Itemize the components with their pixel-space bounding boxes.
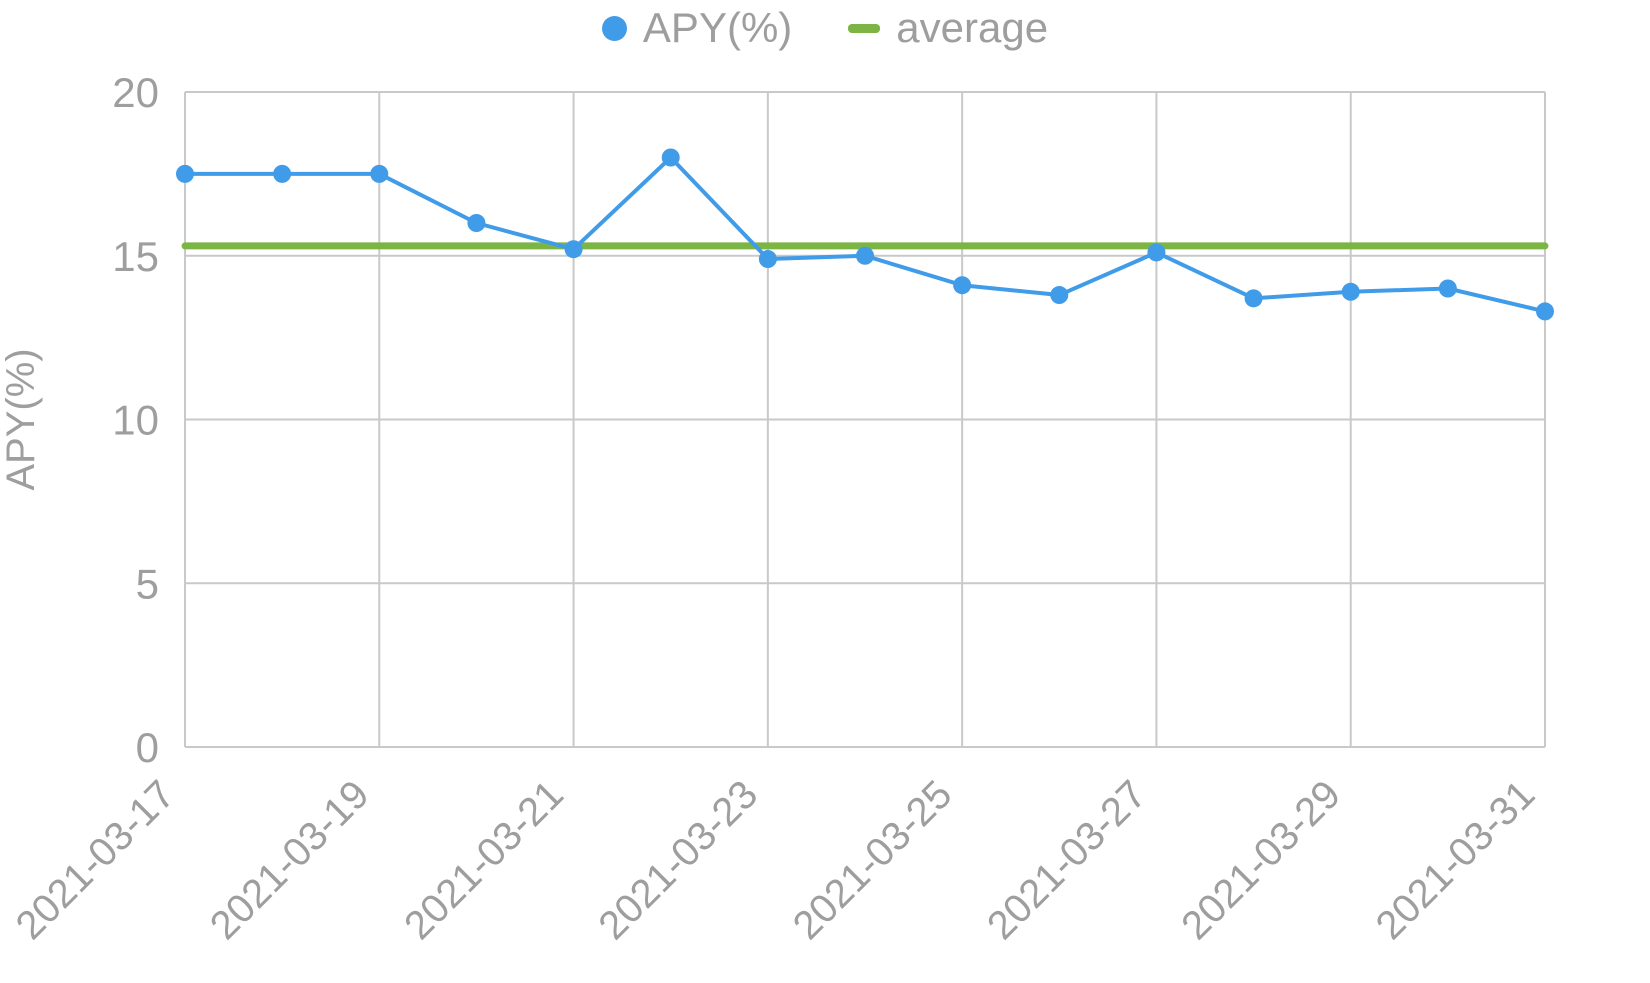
apy-data-point xyxy=(467,214,486,232)
x-tick-label: 2021-03-29 xyxy=(1173,772,1349,948)
x-tick-label: 2021-03-23 xyxy=(590,772,766,948)
apy-data-point xyxy=(1536,302,1554,321)
apy-data-point xyxy=(1341,282,1360,301)
apy-series-circle-icon xyxy=(601,15,627,41)
y-tick-label: 15 xyxy=(112,233,159,280)
y-tick-label: 20 xyxy=(112,69,159,116)
apy-data-point xyxy=(758,250,777,269)
x-tick-label: 2021-03-25 xyxy=(785,772,961,948)
apy-data-point xyxy=(856,246,874,265)
x-tick-label: 2021-03-19 xyxy=(202,772,378,948)
y-tick-label: 10 xyxy=(112,397,159,444)
apy-data-point xyxy=(1147,243,1166,262)
apy-data-point xyxy=(1438,279,1457,298)
apy-data-point xyxy=(564,240,583,259)
apy-data-point xyxy=(176,164,194,183)
legend-label-apy: APY(%) xyxy=(642,4,793,51)
x-tick-label: 2021-03-21 xyxy=(396,772,572,948)
apy-data-point xyxy=(661,148,680,167)
x-tick-label: 2021-03-31 xyxy=(1368,772,1544,948)
apy-data-point xyxy=(1050,286,1069,305)
y-tick-label: 5 xyxy=(136,560,159,607)
apy-data-point xyxy=(953,276,972,295)
apy-data-point xyxy=(370,164,389,183)
legend-label-average: average xyxy=(896,4,1049,51)
average-series-dash-icon xyxy=(848,23,881,33)
y-axis-title: APY(%) xyxy=(0,348,43,490)
y-tick-label: 0 xyxy=(136,724,159,771)
apy-series-line xyxy=(183,155,1547,314)
x-tick-label: 2021-03-27 xyxy=(979,772,1155,948)
chart-legend: APY(%) average xyxy=(0,2,1650,54)
apy-data-point xyxy=(273,164,292,183)
legend-item-apy[interactable]: APY(%) xyxy=(601,4,793,51)
legend-item-average[interactable]: average xyxy=(848,7,1048,49)
x-tick-label: 2021-03-17 xyxy=(8,772,184,948)
apy-data-point xyxy=(1244,289,1263,308)
